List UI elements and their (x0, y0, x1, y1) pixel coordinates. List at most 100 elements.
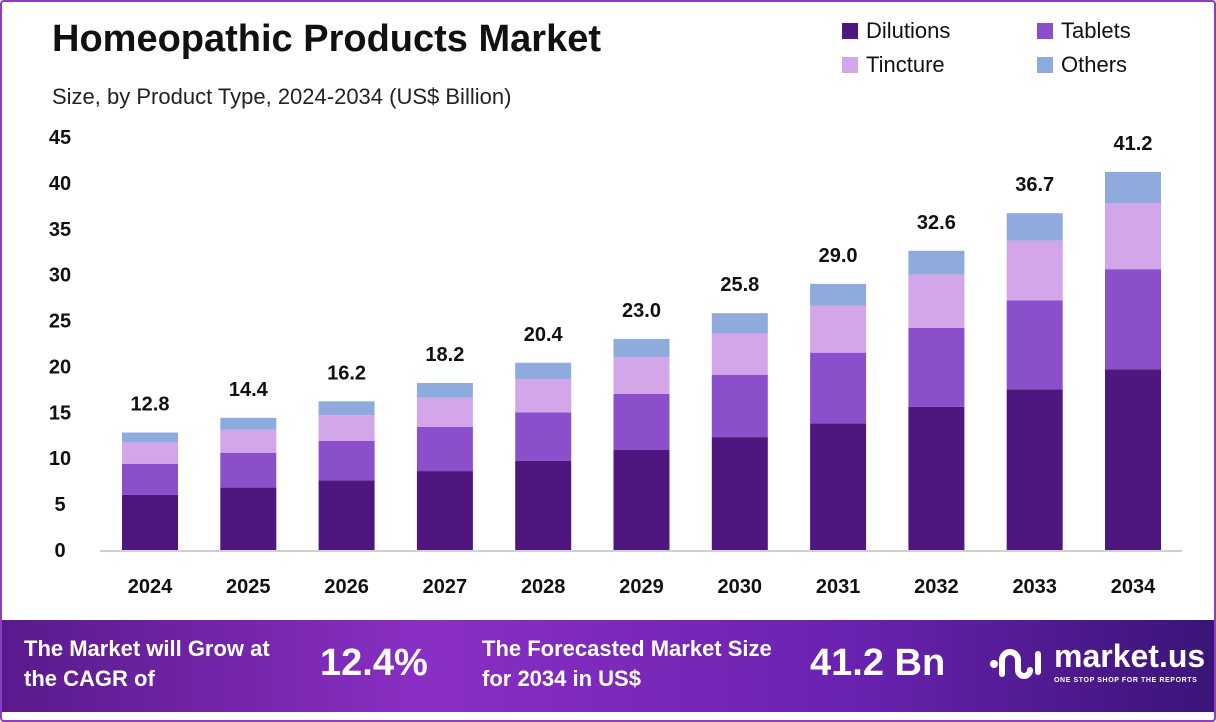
bar-segment-dilutions (1006, 389, 1063, 550)
total-label: 23.0 (622, 300, 661, 322)
forecast-value: 41.2 Bn (810, 642, 946, 684)
x-tick-label: 2032 (914, 576, 959, 598)
bar-segment-tablets (1105, 269, 1161, 370)
bar-segment-others (318, 401, 375, 416)
bar-segment-dilutions (122, 494, 178, 550)
bar-segment-tincture (220, 429, 277, 453)
total-label: 16.2 (327, 362, 366, 384)
bar-segment-tincture (1006, 240, 1063, 301)
bar-segment-others (416, 382, 473, 398)
bar-segment-dilutions (416, 471, 473, 550)
cagr-label: The Market will Grow at the CAGR of (24, 636, 270, 691)
total-label: 41.2 (1114, 133, 1153, 155)
bar-segment-dilutions (220, 487, 277, 550)
bar-segment-others (122, 432, 178, 443)
logo-icon (990, 649, 1041, 679)
bar-segment-others (711, 313, 768, 334)
bar-segment-tincture (810, 305, 867, 353)
bar-segment-others (613, 338, 670, 358)
x-tick-label: 2024 (128, 576, 173, 598)
bar-segment-tablets (908, 327, 965, 407)
legend-label: Dilutions (866, 18, 951, 43)
bar-segment-tablets (318, 440, 375, 481)
bar-segment-dilutions (810, 423, 867, 550)
legend-swatch (1037, 23, 1053, 39)
bar-segment-tablets (711, 374, 768, 438)
bar-segment-dilutions (1105, 369, 1161, 550)
legend-label: Others (1061, 52, 1128, 77)
total-label: 25.8 (720, 274, 759, 296)
bar-segment-tablets (122, 463, 178, 495)
bar-segment-tablets (613, 393, 670, 450)
bar-segment-others (1006, 213, 1063, 241)
legend-label: Tincture (866, 52, 945, 77)
bar-segment-others (1105, 171, 1161, 204)
bar-segment-others (515, 362, 572, 380)
y-tick-label: 10 (49, 448, 71, 470)
x-tick-label: 2028 (521, 576, 566, 598)
footer-banner: The Market will Grow at the CAGR of 12.4… (2, 620, 1214, 712)
legend-item-dilutions: Dilutions (842, 18, 1037, 44)
legend-item-others: Others (1037, 52, 1182, 78)
y-tick-label: 15 (49, 402, 71, 424)
y-tick-label: 25 (49, 311, 71, 333)
bar-segment-tincture (122, 442, 178, 464)
y-tick-label: 20 (49, 356, 71, 378)
legend-label: Tablets (1061, 18, 1131, 43)
brand-tagline: ONE STOP SHOP FOR THE REPORTS (1054, 677, 1198, 684)
brand-name: market.us (1054, 638, 1206, 674)
chart-title: Homeopathic Products Market (52, 18, 601, 60)
legend-swatch (842, 57, 858, 73)
bar-segment-tincture (515, 379, 572, 413)
bar-segment-tablets (220, 452, 277, 488)
x-tick-label: 2026 (324, 576, 369, 598)
total-label: 20.4 (524, 324, 564, 346)
legend-item-tincture: Tincture (842, 52, 1037, 78)
legend: Dilutions Tablets Tincture Others (842, 18, 1182, 78)
bar-segment-tablets (810, 352, 867, 424)
bar-segment-tincture (318, 415, 375, 441)
bar-segment-dilutions (613, 449, 670, 550)
chart-subtitle: Size, by Product Type, 2024-2034 (US$ Bi… (52, 84, 512, 109)
total-label: 18.2 (425, 344, 464, 366)
total-label: 36.7 (1015, 174, 1054, 196)
total-label: 12.8 (131, 394, 170, 416)
bar-segment-others (220, 417, 277, 430)
y-tick-label: 30 (49, 265, 71, 287)
bar-segment-tincture (613, 357, 670, 394)
x-tick-label: 2027 (423, 576, 468, 598)
x-tick-label: 2034 (1111, 576, 1156, 598)
bar-segment-others (908, 250, 965, 275)
bar-segment-tablets (1006, 300, 1063, 390)
y-tick-label: 5 (54, 494, 65, 516)
bar-segment-tincture (1105, 203, 1161, 270)
bar-segment-dilutions (515, 460, 572, 550)
brand-logo: market.us ONE STOP SHOP FOR THE REPORTS (986, 638, 1205, 686)
legend-swatch (842, 23, 858, 39)
bar-segment-others (810, 283, 867, 306)
bar-segment-tablets (416, 427, 473, 472)
cagr-value: 12.4% (320, 642, 428, 684)
total-label: 32.6 (917, 212, 956, 234)
bar-segment-tincture (711, 333, 768, 375)
y-tick-label: 0 (54, 540, 65, 562)
forecast-label: The Forecasted Market Size for 2034 in U… (482, 636, 772, 691)
bar-segment-dilutions (318, 480, 375, 550)
bar-segment-dilutions (908, 406, 965, 550)
y-tick-label: 40 (49, 173, 71, 195)
total-label: 14.4 (229, 379, 269, 401)
x-tick-label: 2025 (226, 576, 271, 598)
y-tick-label: 45 (49, 127, 71, 149)
bar-segment-dilutions (711, 437, 768, 550)
y-tick-label: 35 (49, 219, 71, 241)
x-tick-label: 2033 (1012, 576, 1057, 598)
legend-item-tablets: Tablets (1037, 18, 1182, 44)
bar-segment-tincture (416, 397, 473, 428)
x-tick-label: 2031 (816, 576, 861, 598)
plot-area: 05101520253035404512.8202414.4202516.220… (49, 127, 1182, 598)
total-label: 29.0 (819, 245, 858, 267)
x-tick-label: 2029 (619, 576, 664, 598)
legend-swatch (1037, 57, 1053, 73)
x-tick-label: 2030 (718, 576, 763, 598)
bar-segment-tincture (908, 274, 965, 328)
